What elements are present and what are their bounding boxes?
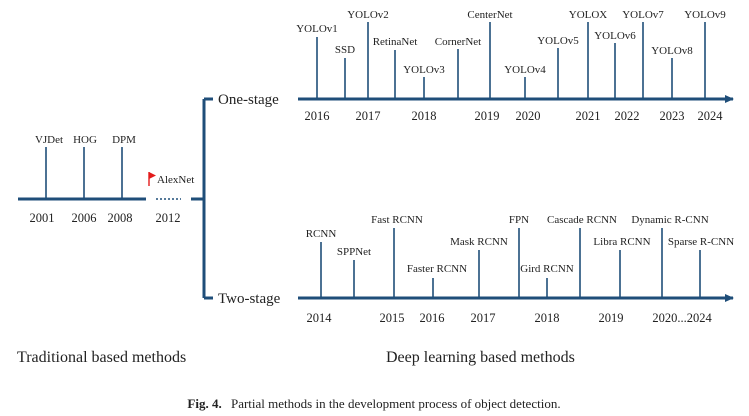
year-label-2021-a: 2021 (576, 109, 601, 123)
year-label-2016-a: 2016 (305, 109, 330, 123)
year-label-2015-b: 2015 (380, 311, 405, 325)
year-label-2016-b: 2016 (420, 311, 445, 325)
method-label-mask-rcnn: Mask RCNN (450, 236, 508, 248)
method-label-yolov3: YOLOv3 (403, 64, 445, 76)
year-label-2020-2024-b: 2020...2024 (652, 311, 712, 325)
year-label-2017-a: 2017 (356, 109, 381, 123)
method-label-dpm: DPM (112, 134, 136, 146)
method-label-sppnet: SPPNet (337, 246, 371, 258)
caption-text: Partial methods in the development proce… (231, 396, 561, 411)
year-label-2001: 2001 (30, 211, 55, 225)
year-label-2014-b: 2014 (307, 311, 333, 325)
method-label-faster-rcnn: Faster RCNN (407, 263, 467, 275)
method-label-libra-rcnn: Libra RCNN (593, 236, 650, 248)
method-label-alexnet: AlexNet (157, 174, 194, 186)
flag-icon (148, 172, 156, 186)
year-label-2006: 2006 (72, 211, 97, 225)
year-label-2019-b: 2019 (599, 311, 624, 325)
year-label-2022-a: 2022 (615, 109, 640, 123)
method-label-yolov8: YOLOv8 (651, 45, 693, 57)
method-label-fpn: FPN (509, 214, 529, 226)
figure-caption: Fig. 4. Partial methods in the developme… (187, 396, 560, 411)
caption-label: Fig. 4. (187, 396, 221, 411)
method-label-rcnn: RCNN (306, 228, 337, 240)
year-label-2018-a: 2018 (412, 109, 437, 123)
method-label-yolov7: YOLOv7 (622, 9, 664, 21)
method-label-cornernet: CornerNet (435, 36, 481, 48)
year-label-2017-b: 2017 (471, 311, 496, 325)
deep-section-label: Deep learning based methods (386, 349, 575, 366)
method-label-ssd: SSD (335, 44, 355, 56)
method-label-yolov6: YOLOv6 (594, 30, 636, 42)
method-label-yolov2: YOLOv2 (347, 9, 389, 21)
method-label-yolov4: YOLOv4 (504, 64, 546, 76)
method-label-yolov9: YOLOv9 (684, 9, 726, 21)
method-label-yolox: YOLOX (569, 9, 608, 21)
year-label-2020-a: 2020 (516, 109, 541, 123)
two-stage-label: Two-stage (218, 291, 281, 307)
method-label-sparse-r-cnn: Sparse R-CNN (668, 236, 734, 248)
two-stage-ticks (320, 228, 701, 298)
year-label-2023-a: 2023 (660, 109, 685, 123)
method-label-centernet: CenterNet (467, 9, 512, 21)
method-label-dynamic-r-cnn: Dynamic R-CNN (631, 214, 708, 226)
method-label-retinanet: RetinaNet (373, 36, 418, 48)
traditional-section-label: Traditional based methods (17, 349, 186, 366)
method-label-yolov1: YOLOv1 (296, 23, 338, 35)
year-label-2018-b: 2018 (535, 311, 560, 325)
method-label-cascade-rcnn: Cascade RCNN (547, 214, 617, 226)
year-label-2008: 2008 (108, 211, 133, 225)
method-label-vjdet: VJDet (35, 134, 63, 146)
year-label-2024-a: 2024 (698, 109, 724, 123)
one-stage-label: One-stage (218, 92, 279, 108)
year-label-2012: 2012 (156, 211, 181, 225)
method-label-gird-rcnn: Gird RCNN (520, 263, 574, 275)
one-stage-ticks (316, 22, 706, 99)
year-label-2019-a: 2019 (475, 109, 500, 123)
method-label-yolov5: YOLOv5 (537, 35, 579, 47)
method-label-hog: HOG (73, 134, 97, 146)
method-label-fast-rcnn: Fast RCNN (371, 214, 423, 226)
